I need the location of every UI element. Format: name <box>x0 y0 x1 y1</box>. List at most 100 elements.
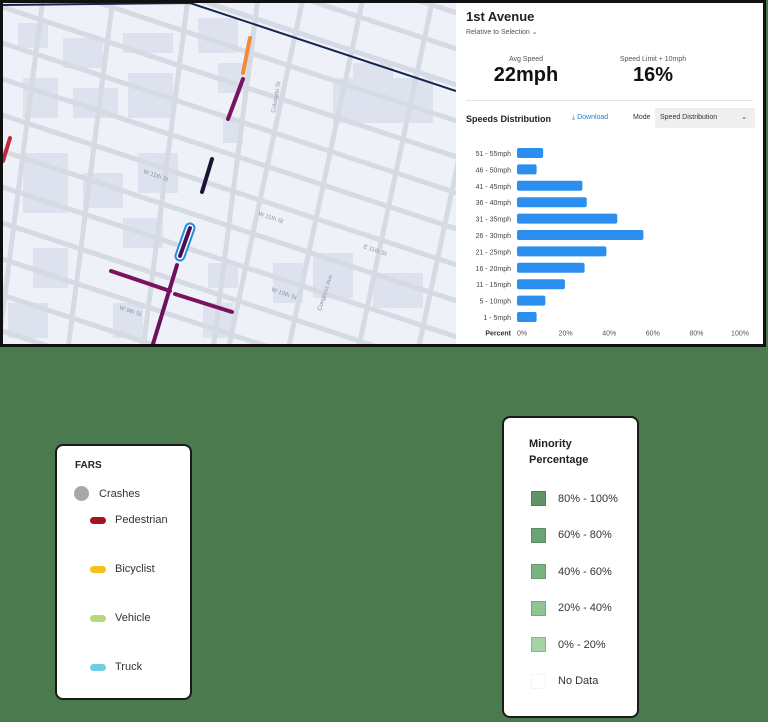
bar[interactable] <box>517 164 537 175</box>
segment-dark[interactable] <box>200 157 214 194</box>
bar[interactable] <box>517 262 585 273</box>
category-label: 16 - 20mph <box>476 266 512 273</box>
download-button[interactable]: ⤓ Download <box>572 114 608 122</box>
mode-select[interactable]: Speed Distribution ⌄ <box>655 108 755 128</box>
fars-legend: FARS Crashes Pedestrian Bicyclist Vehicle T… <box>55 444 192 700</box>
category-label: 5 - 10mph <box>479 299 511 306</box>
color-swatch-icon <box>531 637 546 652</box>
speed-limit-value: 16% <box>632 64 674 86</box>
category-label: 41 - 45mph <box>476 184 512 191</box>
legend-item-truck: Truck <box>90 661 142 673</box>
x-axis-label: Percent <box>485 330 511 337</box>
x-tick-label: 0% <box>517 330 527 337</box>
relative-dropdown[interactable]: Relative to Selection ⌄ <box>466 28 538 36</box>
category-label: 26 - 30mph <box>476 233 512 240</box>
legend-item-vehicle: Vehicle <box>90 612 150 624</box>
title-line: Percentage <box>529 454 589 466</box>
mode-label: Mode <box>633 114 651 121</box>
chevron-down-icon: ⌄ <box>741 114 747 121</box>
legend-item: 0% - 20% <box>531 637 606 652</box>
category-label: 11 - 15mph <box>476 282 511 289</box>
bar[interactable] <box>517 295 546 306</box>
color-swatch-icon <box>531 527 546 543</box>
title-line: Minority <box>529 438 572 450</box>
street <box>309 3 456 52</box>
avg-speed-value: 22mph <box>493 64 559 86</box>
minority-legend: Minority Percentage 80% - 100% 60% - 80% 40… <box>502 416 639 718</box>
street-label: E 11th St <box>362 244 387 258</box>
segment-orange[interactable] <box>241 36 252 75</box>
building <box>373 273 423 308</box>
color-swatch-icon <box>531 600 546 616</box>
segment-red[interactable] <box>3 136 12 163</box>
legend-item: 40% - 60% <box>531 564 612 579</box>
x-tick-label: 100% <box>731 330 749 337</box>
street-label: W 11th St <box>257 211 284 225</box>
legend-label: 20% - 40% <box>558 602 612 614</box>
legend-item: 60% - 80% <box>531 527 612 543</box>
map-view[interactable]: W 11th St W 11th St E 11th St W 10th St … <box>3 3 456 344</box>
segment-purple[interactable] <box>109 269 172 293</box>
category-label: 36 - 40mph <box>476 200 512 207</box>
segment-purple[interactable] <box>173 292 234 314</box>
street <box>286 3 365 344</box>
legend-label: Vehicle <box>115 612 151 624</box>
app-screenshot: W 11th St W 11th St E 11th St W 10th St … <box>0 0 766 347</box>
street <box>200 3 456 88</box>
legend-item: 20% - 40% <box>531 600 612 616</box>
street <box>226 3 305 344</box>
legend-label: Crashes <box>99 487 140 500</box>
x-tick-label: 20% <box>559 330 573 337</box>
divider <box>466 100 753 101</box>
color-swatch-icon <box>531 564 546 579</box>
category-label: 1 - 5mph <box>483 315 511 322</box>
bar[interactable] <box>517 312 537 322</box>
bar[interactable] <box>517 246 607 257</box>
mode-value: Speed Distribution <box>660 114 718 121</box>
street <box>3 184 456 340</box>
color-swatch-icon <box>531 491 546 506</box>
avg-speed-label: Avg Speed <box>508 56 544 63</box>
bar[interactable] <box>517 197 587 208</box>
street <box>3 40 456 196</box>
line-swatch-icon <box>90 663 106 671</box>
legend-label: 80% - 100% <box>558 492 618 505</box>
category-label: 21 - 25mph <box>476 249 512 256</box>
legend-item: No Data <box>531 673 599 689</box>
circle-icon <box>74 486 89 501</box>
bar[interactable] <box>517 213 618 224</box>
category-label: 46 - 50mph <box>476 167 512 174</box>
street-map[interactable]: W 11th St W 11th St E 11th St W 10th St … <box>3 3 456 344</box>
street <box>211 3 260 344</box>
bar[interactable] <box>517 230 644 240</box>
line-swatch-icon <box>90 614 106 622</box>
x-tick-label: 60% <box>646 330 660 337</box>
legend-label: Truck <box>115 661 143 673</box>
line-swatch-icon <box>90 565 106 573</box>
speed-limit-label: Speed Limit + 10mph <box>619 56 687 63</box>
line-swatch-icon <box>90 516 106 524</box>
legend-label: 40% - 60% <box>558 565 612 578</box>
segment-title: 1st Avenue <box>466 9 535 24</box>
bar[interactable] <box>517 148 544 158</box>
category-label: 51 - 55mph <box>476 151 512 158</box>
building <box>18 23 48 48</box>
building <box>123 33 173 53</box>
street <box>356 3 435 344</box>
legend-label: 60% - 80% <box>558 529 612 541</box>
segment-details-panel: 1st Avenue Relative to Selection ⌄ Avg S… <box>456 3 763 344</box>
x-tick-label: 80% <box>689 330 703 337</box>
minority-title: Minority Percentage <box>529 436 588 468</box>
street <box>3 220 377 344</box>
speed-limit-stat: Speed Limit + 10mph 16% <box>593 56 713 87</box>
segment-purple[interactable] <box>151 263 179 344</box>
street <box>3 148 456 304</box>
segment-purple[interactable] <box>226 77 245 121</box>
bar[interactable] <box>517 279 565 290</box>
legend-label: No Data <box>558 675 599 687</box>
category-label: 31 - 35mph <box>476 217 512 224</box>
relative-label: Relative to Selection <box>466 29 530 36</box>
avg-speed-stat: Avg Speed 22mph <box>466 56 586 87</box>
bar[interactable] <box>517 180 583 191</box>
legend-label: Pedestrian <box>115 514 168 526</box>
